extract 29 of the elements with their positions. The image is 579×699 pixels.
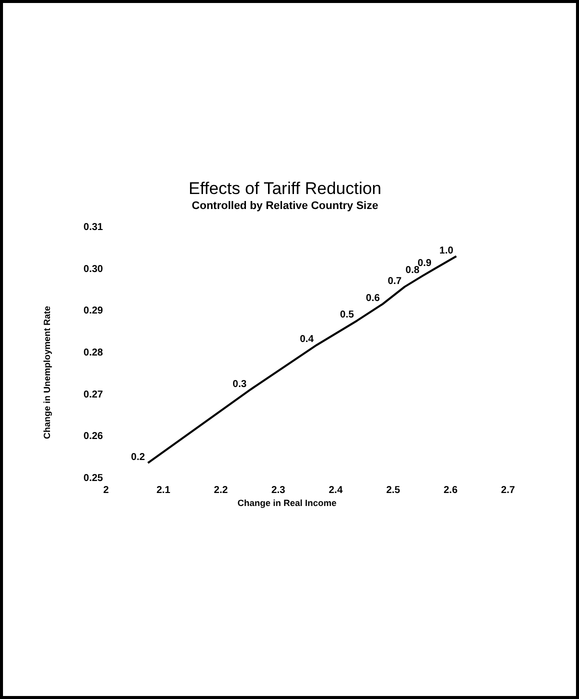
annotation: 0.6 [366,292,380,304]
x-tick-label: 2.5 [386,485,401,496]
x-tick-label: 2.1 [156,485,171,496]
x-tick-label: 2.2 [214,485,228,496]
x-tick-label: 2.6 [444,485,458,496]
annotation: 0.4 [300,334,314,345]
annotation: 0.9 [418,258,432,269]
y-tick-label: 0.29 [84,306,104,317]
annotation: 0.5 [340,310,354,321]
y-tick-label: 0.25 [84,473,104,484]
chart-subtitle: Controlled by Relative Country Size [192,200,378,212]
y-tick-label: 0.27 [84,389,104,400]
x-tick-label: 2.7 [501,485,516,496]
x-axis-title: Change in Real Income [237,498,337,508]
annotation: 1.0 [439,245,454,256]
x-tick-label: 2.4 [328,485,344,496]
annotation: 0.2 [131,452,146,463]
annotation: 0.7 [388,276,402,287]
y-tick-label: 0.30 [84,264,104,275]
annotation: 0.8 [406,264,420,276]
annotation: 0.3 [232,379,248,390]
line-series [146,255,458,464]
chart-title: Effects of Tariff Reduction [188,179,382,198]
x-tick-label: 2 [103,485,110,496]
y-tick-label: 0.31 [84,222,104,233]
y-tick-label: 0.28 [84,348,104,358]
y-axis-title: Change in Unemployment Rate [42,306,52,440]
x-tick-label: 2.3 [271,485,286,496]
y-tick-label: 0.26 [84,431,104,442]
